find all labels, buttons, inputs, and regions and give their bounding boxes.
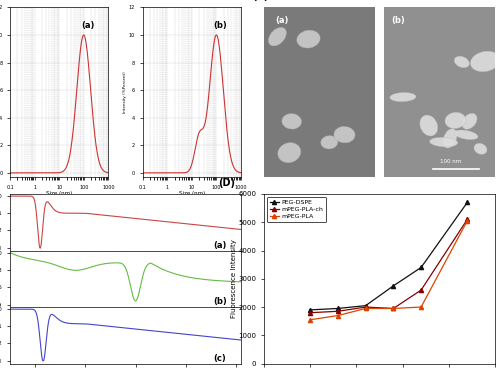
Text: (b): (b) bbox=[213, 297, 227, 306]
Ellipse shape bbox=[470, 51, 500, 72]
Line: mPEG-PLA: mPEG-PLA bbox=[308, 219, 470, 322]
Text: 100 nm: 100 nm bbox=[440, 160, 461, 164]
Ellipse shape bbox=[334, 127, 355, 143]
Ellipse shape bbox=[445, 112, 466, 128]
mPEG-PLA bbox=[362, 306, 368, 311]
PEG-DSPE bbox=[418, 265, 424, 270]
Ellipse shape bbox=[390, 92, 416, 102]
Ellipse shape bbox=[268, 27, 286, 46]
Text: (D): (D) bbox=[218, 177, 235, 187]
Ellipse shape bbox=[443, 129, 457, 148]
PEG-DSPE bbox=[362, 303, 368, 308]
PEG-DSPE bbox=[464, 200, 470, 205]
Bar bbox=[264, 7, 375, 177]
Text: (a): (a) bbox=[81, 21, 94, 30]
mPEG-PLA-ch bbox=[418, 288, 424, 292]
Ellipse shape bbox=[430, 137, 458, 147]
mPEG-PLA bbox=[307, 318, 313, 322]
Text: (a): (a) bbox=[213, 241, 226, 250]
X-axis label: Size (nm): Size (nm) bbox=[178, 191, 205, 196]
Ellipse shape bbox=[474, 143, 487, 154]
Ellipse shape bbox=[321, 136, 338, 149]
mPEG-PLA-ch bbox=[335, 309, 341, 313]
mPEG-PLA-ch bbox=[362, 305, 368, 309]
Y-axis label: Fluorescence Intensity: Fluorescence Intensity bbox=[231, 239, 237, 318]
Y-axis label: Intensity (%Percent): Intensity (%Percent) bbox=[124, 71, 128, 113]
Text: (b): (b) bbox=[391, 16, 405, 25]
Text: (c): (c) bbox=[213, 354, 226, 363]
Text: (B): (B) bbox=[252, 0, 269, 1]
mPEG-PLA-ch bbox=[307, 311, 313, 315]
mPEG-PLA bbox=[390, 306, 396, 311]
Line: mPEG-PLA-ch: mPEG-PLA-ch bbox=[308, 217, 470, 315]
mPEG-PLA-ch bbox=[390, 306, 396, 311]
Text: (a): (a) bbox=[276, 16, 289, 25]
Ellipse shape bbox=[420, 115, 438, 136]
mPEG-PLA-ch bbox=[464, 217, 470, 221]
PEG-DSPE bbox=[390, 283, 396, 288]
PEG-DSPE bbox=[307, 308, 313, 312]
mPEG-PLA bbox=[464, 219, 470, 223]
Legend: PEG-DSPE, mPEG-PLA-ch, mPEG-PLA: PEG-DSPE, mPEG-PLA-ch, mPEG-PLA bbox=[267, 197, 326, 222]
Ellipse shape bbox=[454, 56, 469, 68]
Ellipse shape bbox=[278, 143, 301, 162]
Ellipse shape bbox=[462, 114, 477, 129]
Ellipse shape bbox=[454, 130, 478, 139]
Line: PEG-DSPE: PEG-DSPE bbox=[308, 200, 470, 312]
mPEG-PLA bbox=[418, 305, 424, 309]
Ellipse shape bbox=[282, 114, 302, 129]
Text: (b): (b) bbox=[214, 21, 227, 30]
Bar bbox=[384, 7, 495, 177]
X-axis label: Size (nm): Size (nm) bbox=[46, 191, 72, 196]
PEG-DSPE bbox=[335, 306, 341, 311]
mPEG-PLA bbox=[335, 313, 341, 318]
Ellipse shape bbox=[297, 30, 320, 48]
